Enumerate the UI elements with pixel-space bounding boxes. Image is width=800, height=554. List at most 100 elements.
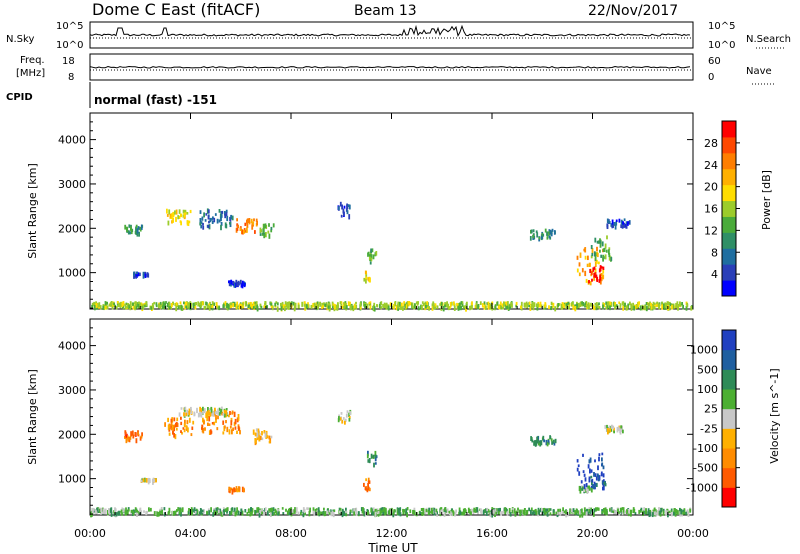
range-cell (665, 302, 668, 308)
freq-line (89, 65, 691, 69)
range-cell (431, 510, 433, 514)
range-cell (655, 304, 658, 308)
range-cell (409, 509, 412, 514)
range-cell (146, 510, 149, 514)
range-cell (215, 507, 218, 514)
range-cell (171, 303, 173, 308)
range-cell (447, 306, 450, 311)
range-cell (594, 272, 597, 277)
range-cell (600, 276, 603, 282)
range-cell (367, 277, 370, 282)
range-cell (593, 272, 596, 278)
range-cell (267, 510, 269, 516)
range-cell (661, 301, 664, 306)
range-cell (581, 301, 583, 305)
range-cell (206, 510, 208, 515)
range-cell (235, 511, 238, 516)
range-cell (505, 301, 507, 305)
range-cell (303, 508, 306, 514)
range-cell (230, 279, 233, 285)
range-cell (102, 305, 105, 310)
range-cell (232, 511, 235, 516)
range-cell (620, 427, 623, 432)
range-cell (190, 433, 193, 437)
range-cell (566, 303, 568, 307)
range-cell (598, 453, 601, 457)
range-cell (570, 508, 573, 513)
colorbar-swatch (722, 389, 736, 410)
range-cell (584, 270, 587, 277)
range-cell (630, 303, 633, 309)
range-cell (377, 511, 380, 517)
range-cell (451, 509, 454, 513)
range-cell (96, 507, 98, 512)
range-cell (537, 303, 539, 307)
range-cell (426, 301, 429, 306)
range-cell (572, 304, 575, 310)
range-cell (268, 508, 271, 512)
range-cell (200, 302, 203, 308)
range-cell (188, 408, 191, 413)
x-tick-label: 20:00 (577, 527, 609, 540)
range-cell (533, 302, 536, 307)
range-cell (240, 508, 243, 514)
range-cell (583, 507, 586, 512)
range-cell (550, 438, 553, 442)
range-cell (132, 302, 134, 306)
range-cell (335, 304, 337, 310)
range-cell (544, 304, 546, 308)
range-cell (235, 279, 238, 283)
range-cell (135, 224, 138, 228)
range-cell (202, 222, 204, 226)
range-cell (234, 421, 237, 425)
range-cell (504, 507, 507, 511)
range-cell (546, 508, 549, 512)
range-cell (596, 240, 599, 244)
range-cell (209, 412, 212, 417)
range-cell (332, 303, 335, 307)
range-cell (585, 511, 588, 516)
range-cell (616, 427, 619, 433)
range-cell (535, 510, 538, 515)
range-cell (257, 432, 260, 437)
range-cell (601, 462, 604, 467)
range-cell (581, 508, 583, 513)
range-cell (677, 304, 680, 308)
range-cell (637, 302, 640, 308)
range-cell (215, 302, 218, 308)
colorbar-swatch (722, 448, 736, 469)
range-cell (363, 482, 365, 487)
range-cell (255, 301, 258, 306)
range-cell (221, 210, 224, 214)
range-cell (136, 232, 139, 237)
range-cell (165, 301, 167, 304)
range-cell (525, 301, 528, 305)
range-cell (369, 254, 371, 259)
range-cell (202, 406, 204, 411)
range-cell (277, 511, 280, 516)
range-cell (191, 508, 194, 513)
range-cell (594, 237, 597, 243)
range-cell (271, 507, 274, 512)
range-cell (580, 480, 583, 484)
range-cell (110, 301, 113, 306)
range-cell (514, 511, 517, 517)
range-cell (340, 412, 343, 415)
range-cell (588, 459, 591, 464)
range-cell (667, 510, 669, 514)
range-cell (228, 414, 230, 418)
range-cell (339, 510, 341, 514)
range-cell (668, 510, 671, 514)
range-cell (439, 303, 442, 306)
range-cell (171, 425, 174, 430)
range-cell (345, 302, 347, 307)
range-cell (594, 268, 597, 274)
range-cell (268, 233, 271, 239)
range-cell (324, 303, 327, 307)
range-cell (672, 303, 675, 309)
range-cell (199, 218, 202, 224)
range-cell (244, 509, 247, 513)
range-cell (306, 507, 308, 510)
range-cell (100, 507, 103, 512)
range-cell (337, 304, 340, 308)
